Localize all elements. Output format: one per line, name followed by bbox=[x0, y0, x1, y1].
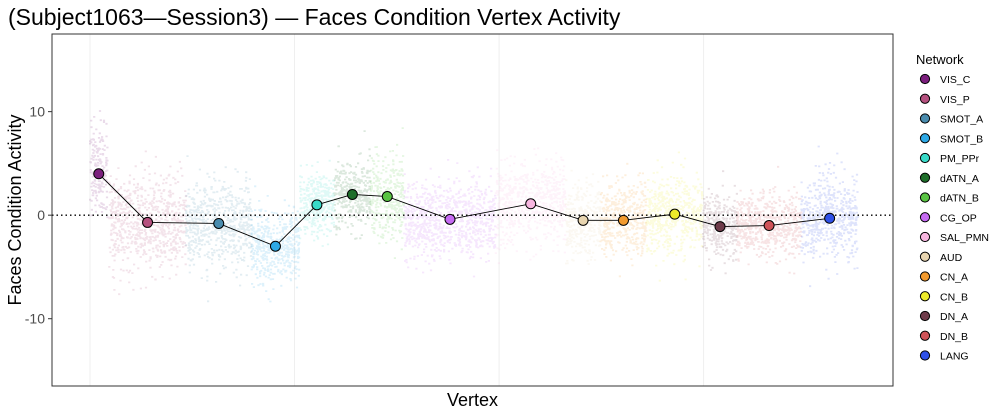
plot-border bbox=[51, 33, 894, 387]
y-tick-label: -10 bbox=[25, 311, 45, 327]
legend-swatch-dn-a bbox=[919, 310, 931, 322]
legend-label-dn-a: DN_A bbox=[940, 311, 968, 323]
scatter-cloud-cn-a bbox=[599, 162, 648, 278]
mean-point-sal-pmn bbox=[525, 198, 537, 210]
legend-label-vis-c: VIS_C bbox=[940, 74, 971, 86]
y-axis-label: Faces Condition Activity bbox=[5, 114, 25, 305]
mean-point-cg-op bbox=[444, 213, 456, 225]
legend-swatch-vis-c bbox=[919, 73, 931, 85]
x-axis-label: Vertex bbox=[447, 390, 498, 410]
mean-point-dn-a bbox=[714, 221, 726, 233]
legend-swatch-cn-b bbox=[919, 291, 931, 302]
plot-background bbox=[52, 34, 893, 386]
legend-swatch-dn-b bbox=[919, 330, 931, 341]
y-tick-label: 0 bbox=[37, 207, 45, 223]
legend-swatch-aud bbox=[919, 251, 931, 262]
legend-label-cn-a: CN_A bbox=[940, 272, 968, 284]
axes: 10 0 -10 Vertex Faces Condition Activity bbox=[5, 33, 894, 410]
scatter-cloud-cn-b bbox=[645, 151, 704, 282]
y-tick-label: 10 bbox=[29, 104, 45, 120]
legend-swatch-lang bbox=[919, 350, 931, 361]
legend-label-sal-pmn: SAL_PMN bbox=[940, 232, 989, 244]
mean-point-aud bbox=[577, 214, 589, 226]
legend-label-datn-a: dATN_A bbox=[940, 173, 979, 185]
mean-point-dn-b bbox=[763, 220, 775, 232]
mean-point-vis-p bbox=[142, 216, 154, 228]
scatter-cloud-dn-b bbox=[735, 165, 803, 275]
scatter-cloud-dn-a bbox=[702, 170, 738, 275]
legend-swatch-vis-p bbox=[919, 93, 931, 104]
mean-point-cn-a bbox=[617, 214, 629, 226]
mean-point-vis-c bbox=[93, 168, 105, 180]
legend-label-dn-b: DN_B bbox=[940, 331, 968, 343]
scatter-cloud-datn-a bbox=[333, 130, 372, 240]
scatter-cloud-lang bbox=[800, 145, 859, 288]
legend: Network VIS_C VIS_P SMOT_A SMOT_B PM_PPr dATN_… bbox=[916, 52, 989, 363]
scatter-cloud-sal-pmn bbox=[494, 147, 567, 265]
legend-swatch-pm-ppr bbox=[919, 152, 931, 164]
legend-label-smot-b: SMOT_B bbox=[940, 133, 983, 145]
mean-point-datn-a bbox=[346, 188, 358, 200]
mean-point-smot-a bbox=[213, 217, 225, 229]
plot-area bbox=[52, 34, 893, 386]
mean-point-lang bbox=[824, 212, 836, 224]
legend-label-smot-a: SMOT_A bbox=[940, 114, 983, 126]
legend-label-lang: LANG bbox=[940, 351, 969, 363]
legend-label-cn-b: CN_B bbox=[940, 291, 968, 303]
mean-point-cn-b bbox=[669, 208, 681, 220]
legend-swatch-smot-b bbox=[919, 133, 931, 144]
mean-point-pm-ppr bbox=[311, 199, 323, 211]
mean-point-datn-b bbox=[381, 191, 393, 203]
legend-swatch-sal-pmn bbox=[919, 231, 931, 243]
scatter-cloud-cg-op bbox=[403, 159, 497, 278]
scatter-cloud-pm-ppr bbox=[298, 159, 336, 247]
legend-label-vis-p: VIS_P bbox=[940, 94, 970, 106]
scatter-cloud-vis-c bbox=[89, 110, 109, 219]
scatter-cloud-vis-p bbox=[108, 150, 187, 296]
chart-title: (Subject1063—Session3) — Faces Condition… bbox=[8, 4, 621, 30]
scatter-cloud-smot-a bbox=[185, 155, 253, 303]
legend-label-datn-b: dATN_B bbox=[940, 193, 979, 205]
legend-swatch-cg-op bbox=[919, 212, 931, 223]
mean-point-smot-b bbox=[269, 240, 281, 252]
legend-swatch-datn-b bbox=[919, 192, 931, 203]
legend-swatch-smot-a bbox=[919, 113, 931, 124]
legend-label-pm-ppr: PM_PPr bbox=[940, 153, 980, 165]
legend-swatch-datn-a bbox=[919, 172, 931, 183]
legend-label-aud: AUD bbox=[940, 252, 963, 264]
legend-label-cg-op: CG_OP bbox=[940, 212, 977, 224]
legend-swatch-cn-a bbox=[919, 271, 931, 282]
legend-title: Network bbox=[916, 52, 964, 67]
